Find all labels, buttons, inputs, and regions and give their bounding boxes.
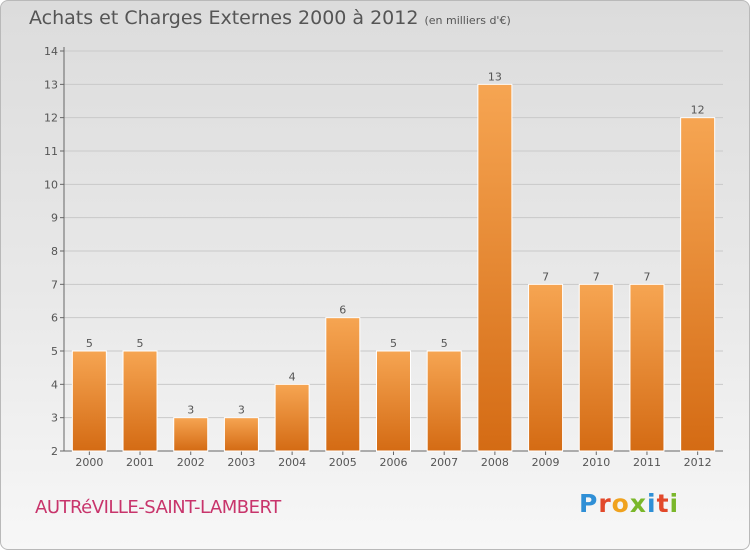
bar-value-label: 7: [542, 270, 549, 283]
chart-title-text: Achats et Charges Externes 2000 à 2012: [29, 7, 419, 29]
bar: [629, 283, 665, 452]
x-tick-label: 2011: [633, 456, 661, 469]
y-tick-label: 5: [51, 345, 58, 358]
bar-value-label: 4: [289, 370, 296, 383]
bar: [426, 350, 462, 452]
x-tick-label: 2009: [532, 456, 560, 469]
x-tick-label: 2007: [430, 456, 458, 469]
bar-value-label: 7: [643, 270, 650, 283]
bar: [477, 83, 513, 452]
bar: [223, 417, 259, 452]
y-tick-label: 12: [44, 112, 58, 125]
x-tick-label: 2004: [278, 456, 306, 469]
bar-value-label: 12: [691, 104, 705, 117]
x-tick-label: 2008: [481, 456, 509, 469]
x-tick-label: 2006: [380, 456, 408, 469]
logo-letter: x: [629, 489, 647, 518]
bar: [376, 350, 411, 452]
y-tick-label: 2: [51, 445, 58, 458]
y-tick-label: 9: [51, 212, 58, 225]
y-tick-label: 10: [44, 178, 58, 191]
logo-letter: o: [611, 489, 630, 518]
logo-letter: i: [647, 489, 657, 518]
x-tick-label: 2012: [684, 456, 712, 469]
x-tick-label: 2010: [582, 456, 610, 469]
y-tick-label: 3: [51, 412, 58, 425]
chart-subtitle: (en milliers d'€): [424, 14, 511, 27]
bar-value-label: 5: [441, 337, 448, 350]
y-tick-label: 14: [44, 45, 58, 58]
y-tick-label: 7: [51, 278, 58, 291]
y-tick-label: 8: [51, 245, 58, 258]
bars: [71, 83, 716, 452]
x-tick-label: 2001: [126, 456, 154, 469]
y-tick-label: 4: [51, 378, 58, 391]
bar-value-label: 6: [339, 304, 346, 317]
bar: [71, 350, 107, 452]
y-tick-label: 13: [44, 78, 58, 91]
x-tick-label: 2000: [75, 456, 103, 469]
chart-title: Achats et Charges Externes 2000 à 2012 (e…: [29, 7, 511, 29]
bar-value-label: 13: [488, 70, 502, 83]
x-tick-label: 2005: [329, 456, 357, 469]
proxiti-logo: Proxiti: [579, 489, 679, 518]
logo-letter: P: [579, 489, 599, 518]
logo-letter: r: [598, 489, 612, 518]
bar-value-label: 3: [238, 404, 245, 417]
x-tick-label: 2002: [177, 456, 205, 469]
bar: [680, 117, 716, 452]
bar: [325, 317, 361, 452]
bar-value-label: 5: [137, 337, 144, 350]
bar: [274, 383, 310, 452]
bar: [173, 417, 209, 452]
labels: 2 3 4 5 6 7 8 9 10 11 12 13 14 5 2000 5 2001 3 2002 3 2003 4 2…: [44, 45, 712, 469]
bar-value-label: 5: [390, 337, 397, 350]
bar: [122, 350, 158, 452]
bar-value-label: 3: [187, 404, 194, 417]
logo-letter: t: [656, 489, 670, 518]
y-tick-label: 11: [44, 145, 58, 158]
bar-value-label: 7: [593, 270, 600, 283]
y-tick-label: 6: [51, 312, 58, 325]
bar: [528, 283, 564, 452]
bar-value-label: 5: [86, 337, 93, 350]
bar: [578, 283, 614, 452]
x-tick-label: 2003: [227, 456, 255, 469]
location-name: AUTRéVILLE-SAINT-LAMBERT: [35, 497, 281, 518]
logo-letter: i: [669, 489, 680, 518]
